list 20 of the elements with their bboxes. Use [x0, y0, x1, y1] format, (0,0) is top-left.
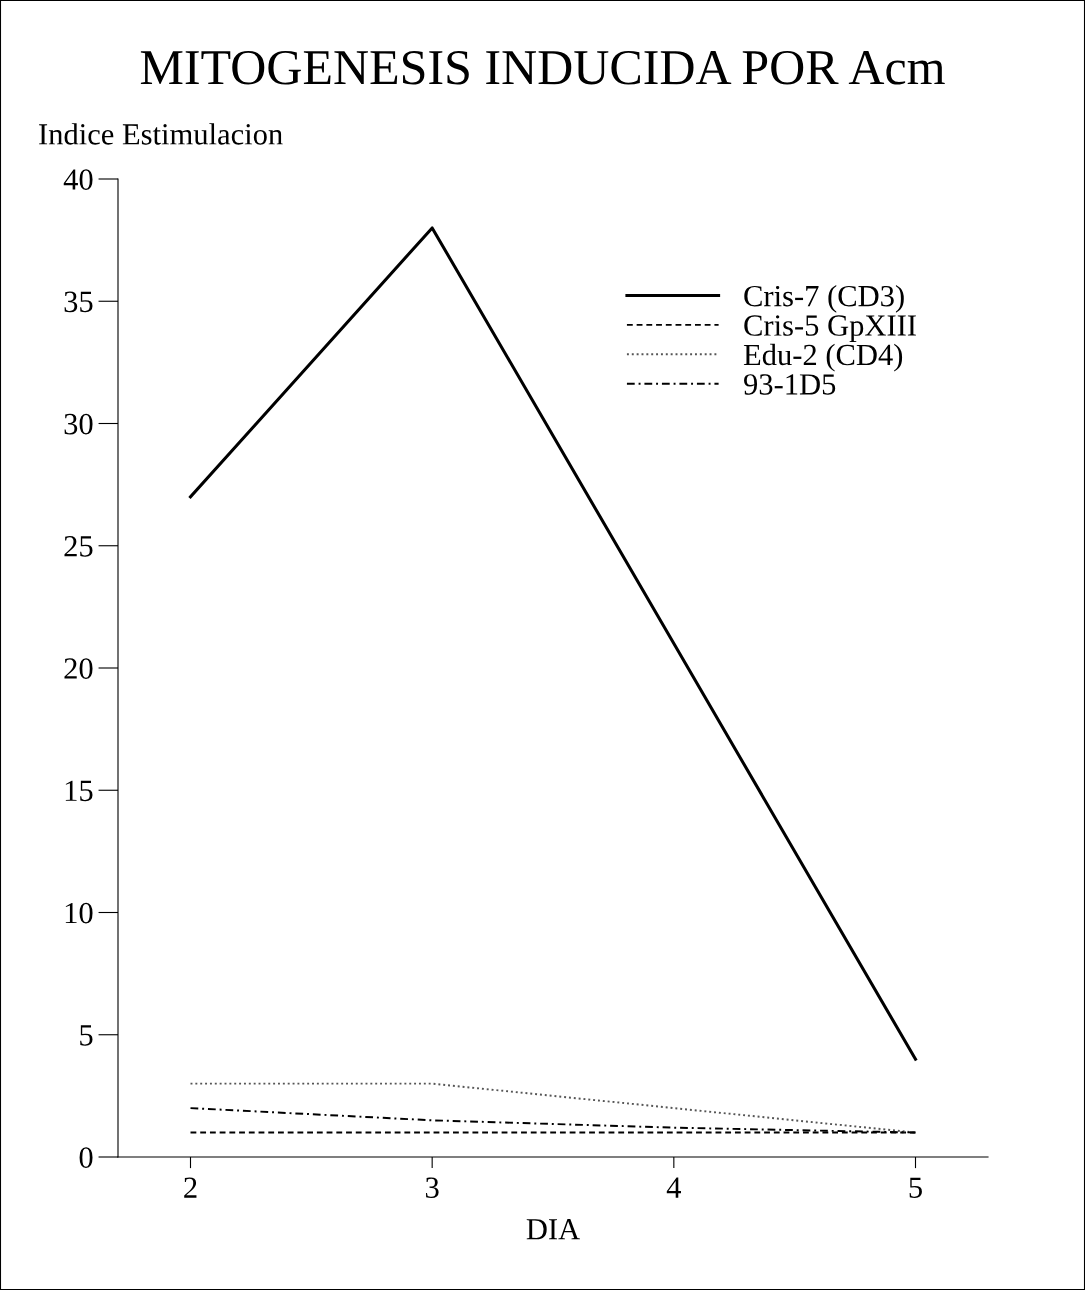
legend-label: Cris-7 (CD3): [744, 284, 904, 313]
x-tick-label: 5: [909, 1177, 922, 1198]
y-tick-label: 35: [64, 291, 93, 313]
x-tick-label: 2: [184, 1177, 197, 1198]
x-tick-label: 4: [666, 1177, 681, 1198]
legend-label: 93-1D5: [744, 374, 836, 395]
legend-label: Cris-5 GpXIII: [744, 315, 916, 343]
x-axis-title: DIA: [526, 1219, 580, 1240]
y-tick-label: 15: [65, 780, 93, 802]
chart-title: MITOGENESIS INDUCIDA POR Acm: [140, 50, 945, 85]
y-tick-label: 30: [64, 413, 93, 435]
x-tick-label: 3: [425, 1177, 439, 1198]
y-tick-label: 20: [64, 658, 93, 679]
y-tick-label: 5: [80, 1025, 93, 1046]
y-tick-label: 25: [64, 536, 93, 557]
y-tick-label: 0: [79, 1147, 93, 1168]
legend-label: Edu-2 (CD4): [743, 343, 903, 372]
y-tick-label: 10: [65, 902, 93, 924]
y-axis-title: Indice Estimulacion: [39, 123, 283, 145]
y-tick-label: 40: [63, 169, 93, 190]
